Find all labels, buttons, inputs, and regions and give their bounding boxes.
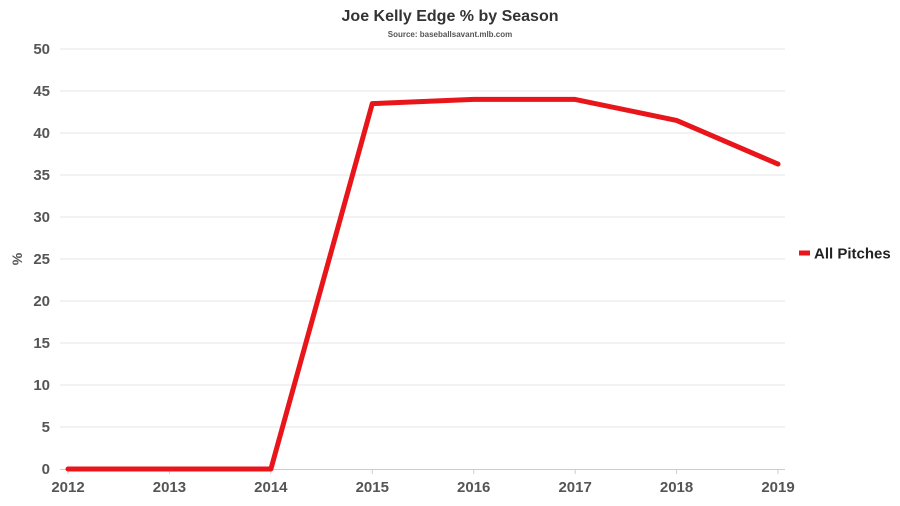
y-tick-label: 30 [33,209,50,226]
y-tick-label: 35 [33,167,50,184]
series-line [65,96,781,472]
x-tick-label: 2017 [558,479,591,496]
data-point[interactable] [167,467,171,471]
chart-title: Joe Kelly Edge % by Season [342,8,559,25]
y-tick-label: 45 [33,83,50,100]
data-point[interactable] [472,97,476,101]
data-point[interactable] [66,467,70,471]
data-point[interactable] [269,467,273,471]
chart-subtitle: Source: baseballsavant.mlb.com [388,30,513,39]
y-tick-label: 40 [33,125,50,142]
gridlines [60,48,785,428]
y-tick-label: 15 [33,335,50,352]
data-point[interactable] [370,102,374,106]
y-tick-label: 50 [33,41,50,58]
y-tick-label: 25 [33,251,50,268]
axes: 0 5 10 15 20 25 30 35 40 45 50 2012 2013 2014 2015 2016… [33,41,794,496]
y-tick-label: 5 [42,419,50,436]
y-tick-label: 10 [33,377,50,394]
series-layer [65,96,781,472]
data-point[interactable] [776,162,780,166]
x-tick-label: 2019 [761,479,794,496]
x-tick-label: 2012 [51,479,84,496]
y-axis-label: % [9,252,25,265]
data-point[interactable] [573,97,577,101]
x-tick-label: 2015 [356,479,389,496]
y-tick-label: 20 [33,293,50,310]
y-tick-label: 0 [42,461,50,478]
data-point[interactable] [675,118,679,122]
legend-swatch[interactable] [799,250,810,256]
x-tick-label: 2014 [254,479,288,496]
x-tick-label: 2013 [153,479,186,496]
legend[interactable]: All Pitches [799,246,891,263]
legend-label[interactable]: All Pitches [814,246,891,263]
x-tick-label: 2018 [660,479,693,496]
x-tick-label: 2016 [457,479,490,496]
